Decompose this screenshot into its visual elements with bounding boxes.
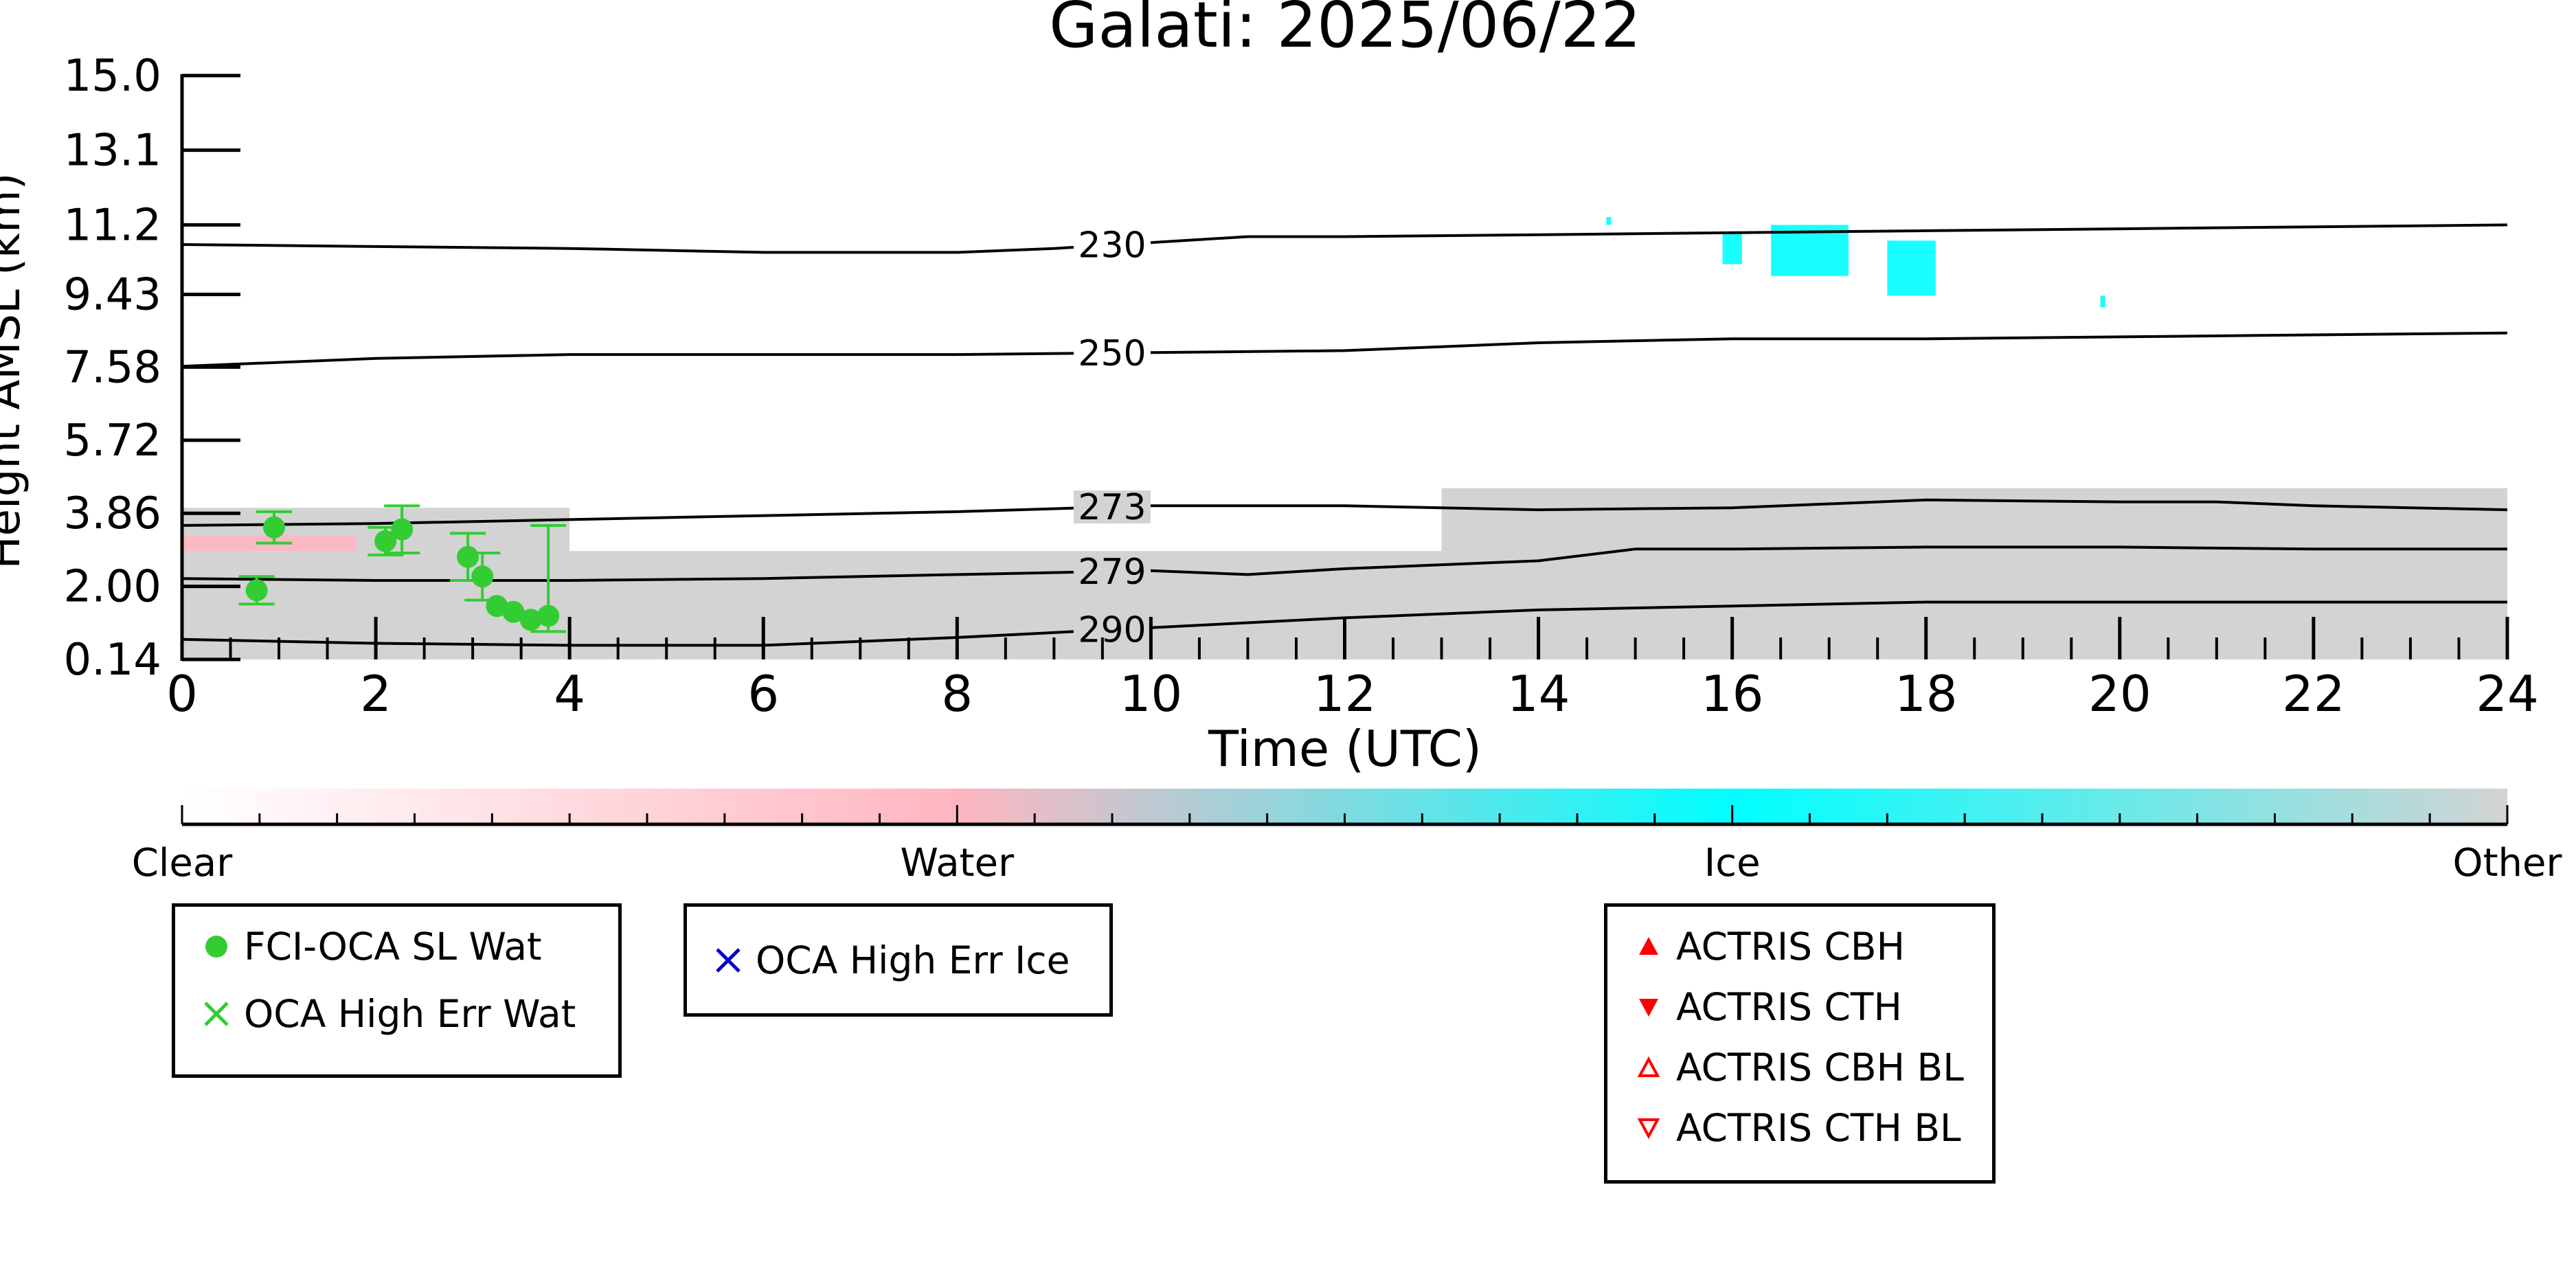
x-tick-label: 14 [1507,665,1570,723]
triangle-down-icon [1628,993,1669,1021]
isotherm-label: 230 [1078,225,1146,267]
colorbar-label: Clear [132,841,233,885]
data-points [238,504,567,633]
x-tick-label: 10 [1120,665,1183,723]
cloud-mask-other [1441,488,2507,552]
legend-label: ACTRIS CTH [1676,985,1902,1029]
data-point [391,518,414,541]
data-point [457,545,479,568]
y-tick-label: 15.0 [64,51,162,102]
x-tick-label: 24 [2476,665,2539,723]
y-tick-label: 0.14 [64,635,162,686]
legend-label: ACTRIS CBH BL [1676,1046,1964,1089]
legend-ice: OCA High Err Ice [683,903,1113,1017]
isotherm-label: 290 [1078,610,1146,651]
data-point [519,609,542,631]
y-tick-label: 13.1 [64,126,162,177]
legend-item: FCI-OCA SL Wat [196,919,542,974]
class-colorbar: Clear Water Ice Other [132,789,2562,885]
y-tick-label: 7.58 [64,342,162,393]
legend-item: ACTRIS CTH BL [1628,1100,1961,1155]
y-axis-label: Height AMSL (km) [0,173,30,569]
legend-label: ACTRIS CBH [1676,925,1905,969]
y-tick-label: 3.86 [64,488,162,539]
colorbar-label: Other [2452,841,2562,885]
colorbar-label: Water [901,841,1015,885]
triangle-down-outline-icon [1628,1114,1669,1142]
isotherm-line [182,498,2507,527]
isotherm-label: 273 [1078,487,1146,528]
y-tick-label: 2.00 [64,562,162,613]
data-point [502,600,525,623]
legend-label: OCA High Err Wat [244,992,576,1036]
legend-item: OCA High Err Wat [196,986,576,1041]
legend-label: FCI-OCA SL Wat [244,925,542,969]
x-tick-label: 0 [166,665,198,723]
x-tick-label: 12 [1313,665,1377,723]
x-mark-icon [708,947,749,974]
data-point [374,530,397,552]
legend-water: FCI-OCA SL Wat OCA High Err Wat [172,903,622,1078]
data-point [262,516,285,539]
isotherm-label-bg [1074,554,1151,588]
isotherm-line [182,545,2507,582]
data-point [471,565,494,588]
x-tick-label: 20 [2088,665,2151,723]
y-tick-label: 5.72 [64,416,162,466]
data-point [537,605,560,627]
x-mark-icon [196,1000,237,1028]
x-tick-label: 22 [2282,665,2345,723]
isotherm-label-bg [1074,490,1151,524]
x-tick-label: 16 [1701,665,1764,723]
filled-circle-icon [196,933,237,960]
y-tick-label: 11.2 [64,200,162,251]
cloud-mask-ice [1887,240,1936,296]
y-tick-label: 9.43 [64,270,162,321]
triangle-up-icon [1628,933,1669,960]
isotherm-line [182,223,2507,254]
x-axis-label: Time (UTC) [1208,720,1482,778]
legend-label: OCA High Err Ice [756,938,1070,982]
cloud-mask-ice [2100,295,2105,308]
x-tick-label: 8 [941,665,973,723]
chart-title: Galati: 2025/06/22 [1049,0,1641,62]
x-tick-label: 2 [360,665,392,723]
isotherm-label: 250 [1078,333,1146,374]
colorbar-label: Ice [1704,841,1761,885]
legend-item: OCA High Err Ice [708,933,1070,988]
isotherm-label-bg [1074,228,1151,262]
cloud-mask [182,216,2507,659]
legend-item: ACTRIS CBH [1628,919,1905,974]
triangle-up-outline-icon [1628,1054,1669,1081]
cloud-mask-ice [1722,232,1742,264]
legend-item: ACTRIS CTH [1628,980,1902,1035]
x-tick-label: 18 [1895,665,1958,723]
data-point [245,579,268,602]
x-tick-label: 4 [554,665,585,723]
isotherm-line [182,331,2507,368]
isotherm-label: 279 [1078,552,1146,593]
cloud-mask-ice [1606,216,1612,225]
legend-label: ACTRIS CTH BL [1676,1106,1961,1150]
legend-item: ACTRIS CBH BL [1628,1040,1964,1095]
isotherm-label-bg [1074,336,1151,370]
isotherm-label-bg [1074,613,1151,646]
legend-actris: ACTRIS CBH ACTRIS CTH ACTRIS CBH BL ACTR… [1604,903,1996,1184]
x-tick-label: 6 [747,665,779,723]
